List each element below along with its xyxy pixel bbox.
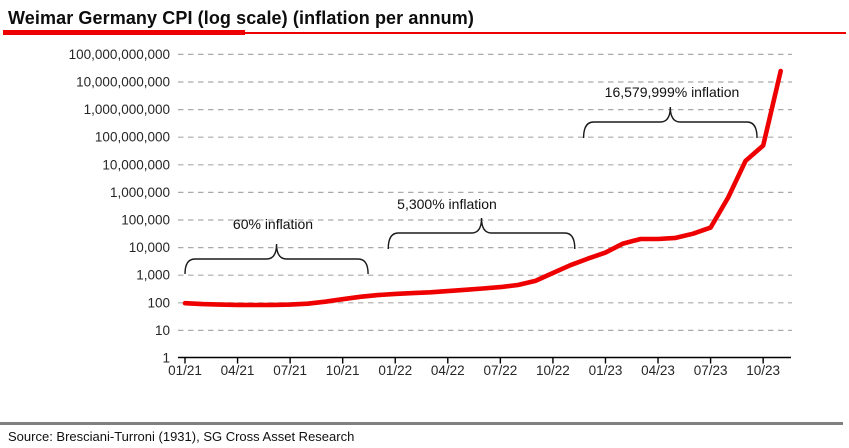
title-underline-thin xyxy=(3,32,846,34)
x-tick-label: 10/22 xyxy=(536,363,570,378)
y-tick-label: 100,000,000 xyxy=(95,130,170,145)
annotation-60pct: 60% inflation xyxy=(232,216,314,232)
x-tick-label: 04/21 xyxy=(221,363,255,378)
title-underline-thick xyxy=(3,30,245,35)
y-tick-label: 1,000,000 xyxy=(110,185,170,200)
x-tick-label: 07/23 xyxy=(694,363,728,378)
y-tick-label: 1 xyxy=(162,351,170,366)
x-tick-label: 04/23 xyxy=(641,363,675,378)
y-tick-label: 10,000 xyxy=(129,240,170,255)
annotation-brace xyxy=(184,243,369,275)
x-tick-label: 01/21 xyxy=(168,363,202,378)
x-tick-label: 07/22 xyxy=(483,363,517,378)
footer-divider xyxy=(0,422,843,425)
annotation-16579999pct: 16,579,999% inflation xyxy=(604,84,740,100)
y-tick-label: 100 xyxy=(147,295,170,310)
y-tick-label: 10,000,000 xyxy=(102,157,170,172)
y-tick-label: 100,000 xyxy=(121,213,170,228)
chart-title: Weimar Germany CPI (log scale) (inflatio… xyxy=(8,8,474,28)
y-tick-label: 10,000,000,000 xyxy=(76,75,170,90)
x-tick-label: 01/22 xyxy=(378,363,412,378)
x-tick-label: 07/21 xyxy=(273,363,307,378)
x-tick-label: 01/23 xyxy=(589,363,623,378)
annotation-5300pct: 5,300% inflation xyxy=(397,196,497,212)
source-attribution: Source: Bresciani-Turroni (1931), SG Cro… xyxy=(8,429,355,444)
cpi-line xyxy=(182,68,784,308)
y-tick-label: 1,000,000,000 xyxy=(84,102,170,117)
y-tick-label: 100,000,000,000 xyxy=(69,47,170,62)
annotation-brace xyxy=(387,217,576,250)
x-tick-label: 10/21 xyxy=(326,363,360,378)
y-tick-label: 1,000 xyxy=(136,268,170,283)
x-tick-label: 04/22 xyxy=(431,363,465,378)
annotation-brace xyxy=(582,106,758,139)
y-tick-label: 10 xyxy=(155,323,170,338)
x-tick-label: 10/23 xyxy=(746,363,780,378)
